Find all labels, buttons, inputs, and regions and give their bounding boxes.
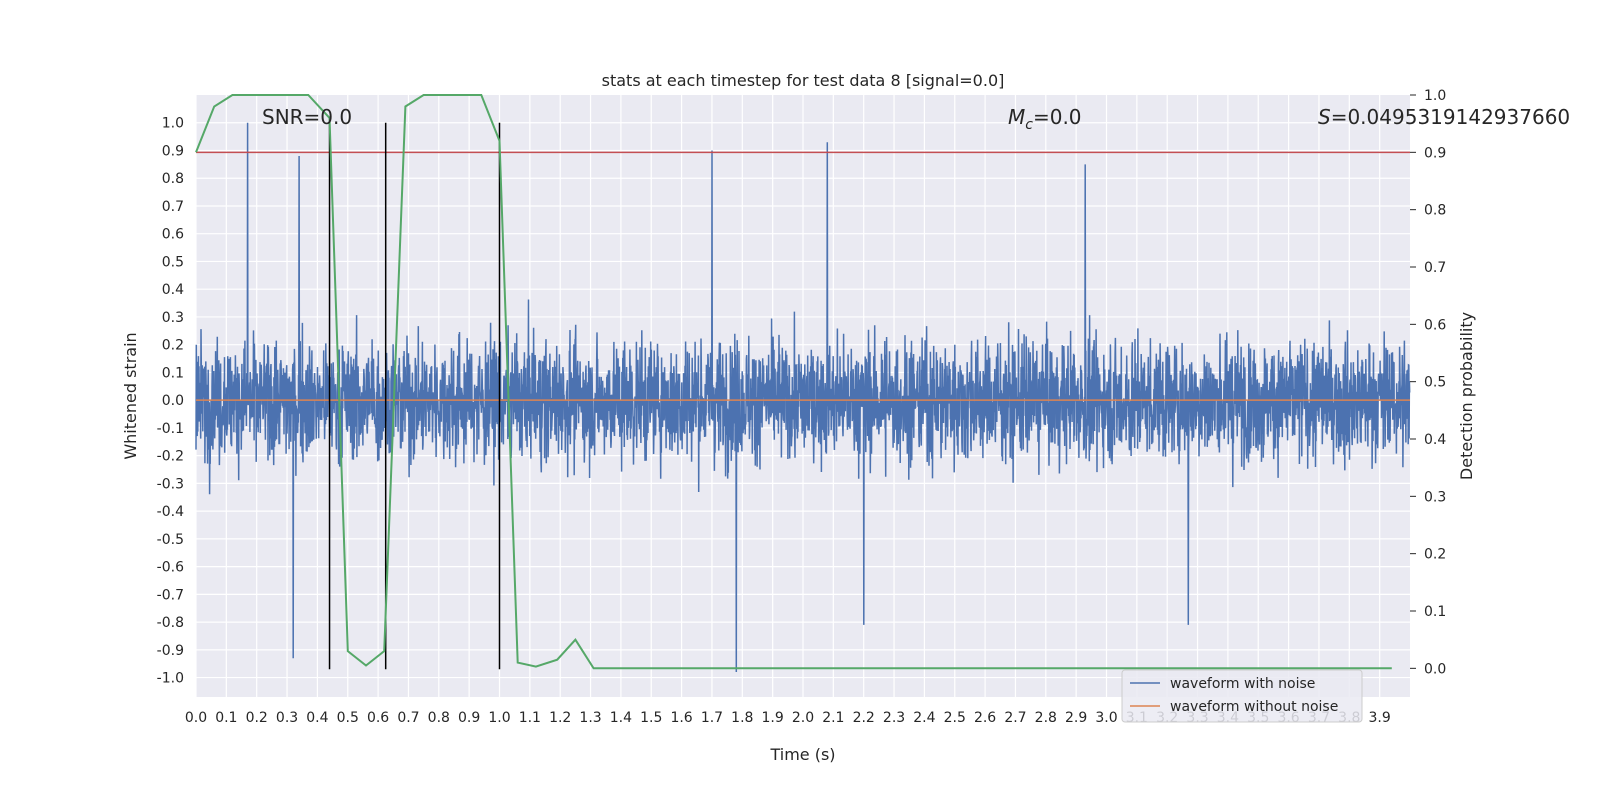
waveform-with-noise-line	[195, 122, 1411, 673]
annotation-chirp-mass-value: =0.0	[1033, 105, 1082, 129]
series-detection-probability	[195, 94, 1392, 670]
x-tick-label: 0.4	[306, 710, 328, 726]
chart-title: stats at each timestep for test data 8 […	[602, 71, 1005, 90]
legend-label-waveform-with-noise: waveform with noise	[1170, 676, 1315, 692]
x-tick-label: 1.7	[701, 710, 723, 726]
y-tick-label: 0.4	[162, 282, 184, 298]
x-tick-label: 3.0	[1095, 710, 1117, 726]
x-tick-label: 0.7	[397, 710, 419, 726]
y-tick-label: -0.8	[157, 615, 184, 631]
y-tick-label: -0.9	[157, 643, 184, 659]
x-axis-label: Time (s)	[769, 745, 835, 764]
y-tick-label: 0.8	[162, 171, 184, 187]
legend: waveform with noise waveform without noi…	[1121, 669, 1363, 723]
y2-tick-label: 0.6	[1424, 317, 1446, 333]
y-tick-label: 0.2	[162, 338, 184, 354]
y2-tick-label: 0.0	[1424, 661, 1446, 677]
x-tick-label: 2.3	[883, 710, 905, 726]
x-tick-label: 0.0	[185, 710, 207, 726]
x-tick-label: 1.2	[549, 710, 571, 726]
x-tick-label: 2.1	[822, 710, 844, 726]
x-tick-label: 1.3	[579, 710, 601, 726]
y2-tick-label: 0.5	[1424, 375, 1446, 391]
y-tick-label: -0.2	[157, 449, 184, 465]
y-tick-label: -1.0	[157, 671, 184, 687]
x-tick-label: 2.2	[853, 710, 875, 726]
y2-tick-label: 0.9	[1424, 145, 1446, 161]
legend-label-waveform-without-noise: waveform without noise	[1170, 699, 1338, 715]
y-tick-label: -0.3	[157, 476, 184, 492]
annotation-statistic: S=0.0495319142937660	[1318, 105, 1570, 129]
y-axis-ticks: 1.0 0.9 0.8 0.7 0.6 0.5 0.4 0.3 0.2 0.1 0.0 -0.1 -0.…	[157, 116, 184, 687]
y2-axis-ticks: 1.0 0.9 0.8 0.7 0.6 0.5 0.4 0.3 0.2 0.1 0.0	[1410, 88, 1446, 677]
y2-tick-label: 0.3	[1424, 489, 1446, 505]
legend-box	[1121, 669, 1363, 723]
series-waveform-with-noise	[195, 122, 1411, 673]
y2-tick-label: 0.8	[1424, 203, 1446, 219]
y-tick-label: 0.6	[162, 227, 184, 243]
x-tick-label: 1.8	[731, 710, 753, 726]
y-tick-label: 0.9	[162, 143, 184, 159]
x-tick-label: 2.8	[1035, 710, 1057, 726]
annotation-snr: SNR=0.0	[262, 105, 352, 129]
x-tick-label: 3.9	[1369, 710, 1391, 726]
x-tick-label: 2.9	[1065, 710, 1087, 726]
y-tick-label: -0.4	[157, 504, 184, 520]
y2-tick-label: 1.0	[1424, 88, 1446, 104]
x-tick-label: 1.6	[670, 710, 692, 726]
y-tick-label: 0.3	[162, 310, 184, 326]
x-tick-label: 0.5	[337, 710, 359, 726]
x-tick-label: 1.1	[519, 710, 541, 726]
x-tick-label: 1.5	[640, 710, 662, 726]
annotation-chirp-mass-subscript: c	[1025, 117, 1033, 133]
y-tick-label: 0.7	[162, 199, 184, 215]
x-tick-label: 0.3	[276, 710, 298, 726]
x-tick-label: 2.5	[944, 710, 966, 726]
x-tick-label: 2.4	[913, 710, 935, 726]
x-tick-label: 1.9	[762, 710, 784, 726]
detection-probability-line	[195, 94, 1392, 670]
y-axis-label: Whitened strain	[121, 332, 140, 459]
x-tick-label: 0.1	[215, 710, 237, 726]
vertical-markers	[328, 122, 501, 670]
x-tick-label: 1.4	[610, 710, 632, 726]
x-tick-label: 2.0	[792, 710, 814, 726]
y-tick-label: -0.5	[157, 532, 184, 548]
annotation-statistic-symbol: S	[1318, 105, 1331, 129]
y-tick-label: 1.0	[162, 116, 184, 132]
y-tick-label: 0.1	[162, 365, 184, 381]
y-tick-label: 0.5	[162, 254, 184, 270]
annotation-chirp-mass-symbol: M	[1008, 105, 1025, 129]
y2-tick-label: 0.4	[1424, 432, 1446, 448]
x-tick-label: 1.0	[488, 710, 510, 726]
x-tick-label: 0.2	[246, 710, 268, 726]
y-tick-label: 0.0	[162, 393, 184, 409]
y2-tick-label: 0.1	[1424, 604, 1446, 620]
y-tick-label: -0.6	[157, 560, 184, 576]
x-tick-label: 2.6	[974, 710, 996, 726]
y-tick-label: -0.7	[157, 587, 184, 603]
x-tick-label: 0.6	[367, 710, 389, 726]
annotation-chirp-mass: Mc=0.0	[1008, 105, 1082, 133]
y2-tick-label: 0.7	[1424, 260, 1446, 276]
x-tick-label: 0.8	[428, 710, 450, 726]
y2-axis-label: Detection probability	[1457, 312, 1476, 480]
annotation-statistic-value: =0.0495319142937660	[1331, 105, 1570, 129]
y2-tick-label: 0.2	[1424, 547, 1446, 563]
x-tick-label: 0.9	[458, 710, 480, 726]
x-tick-label: 2.7	[1004, 710, 1026, 726]
y-tick-label: -0.1	[157, 421, 184, 437]
